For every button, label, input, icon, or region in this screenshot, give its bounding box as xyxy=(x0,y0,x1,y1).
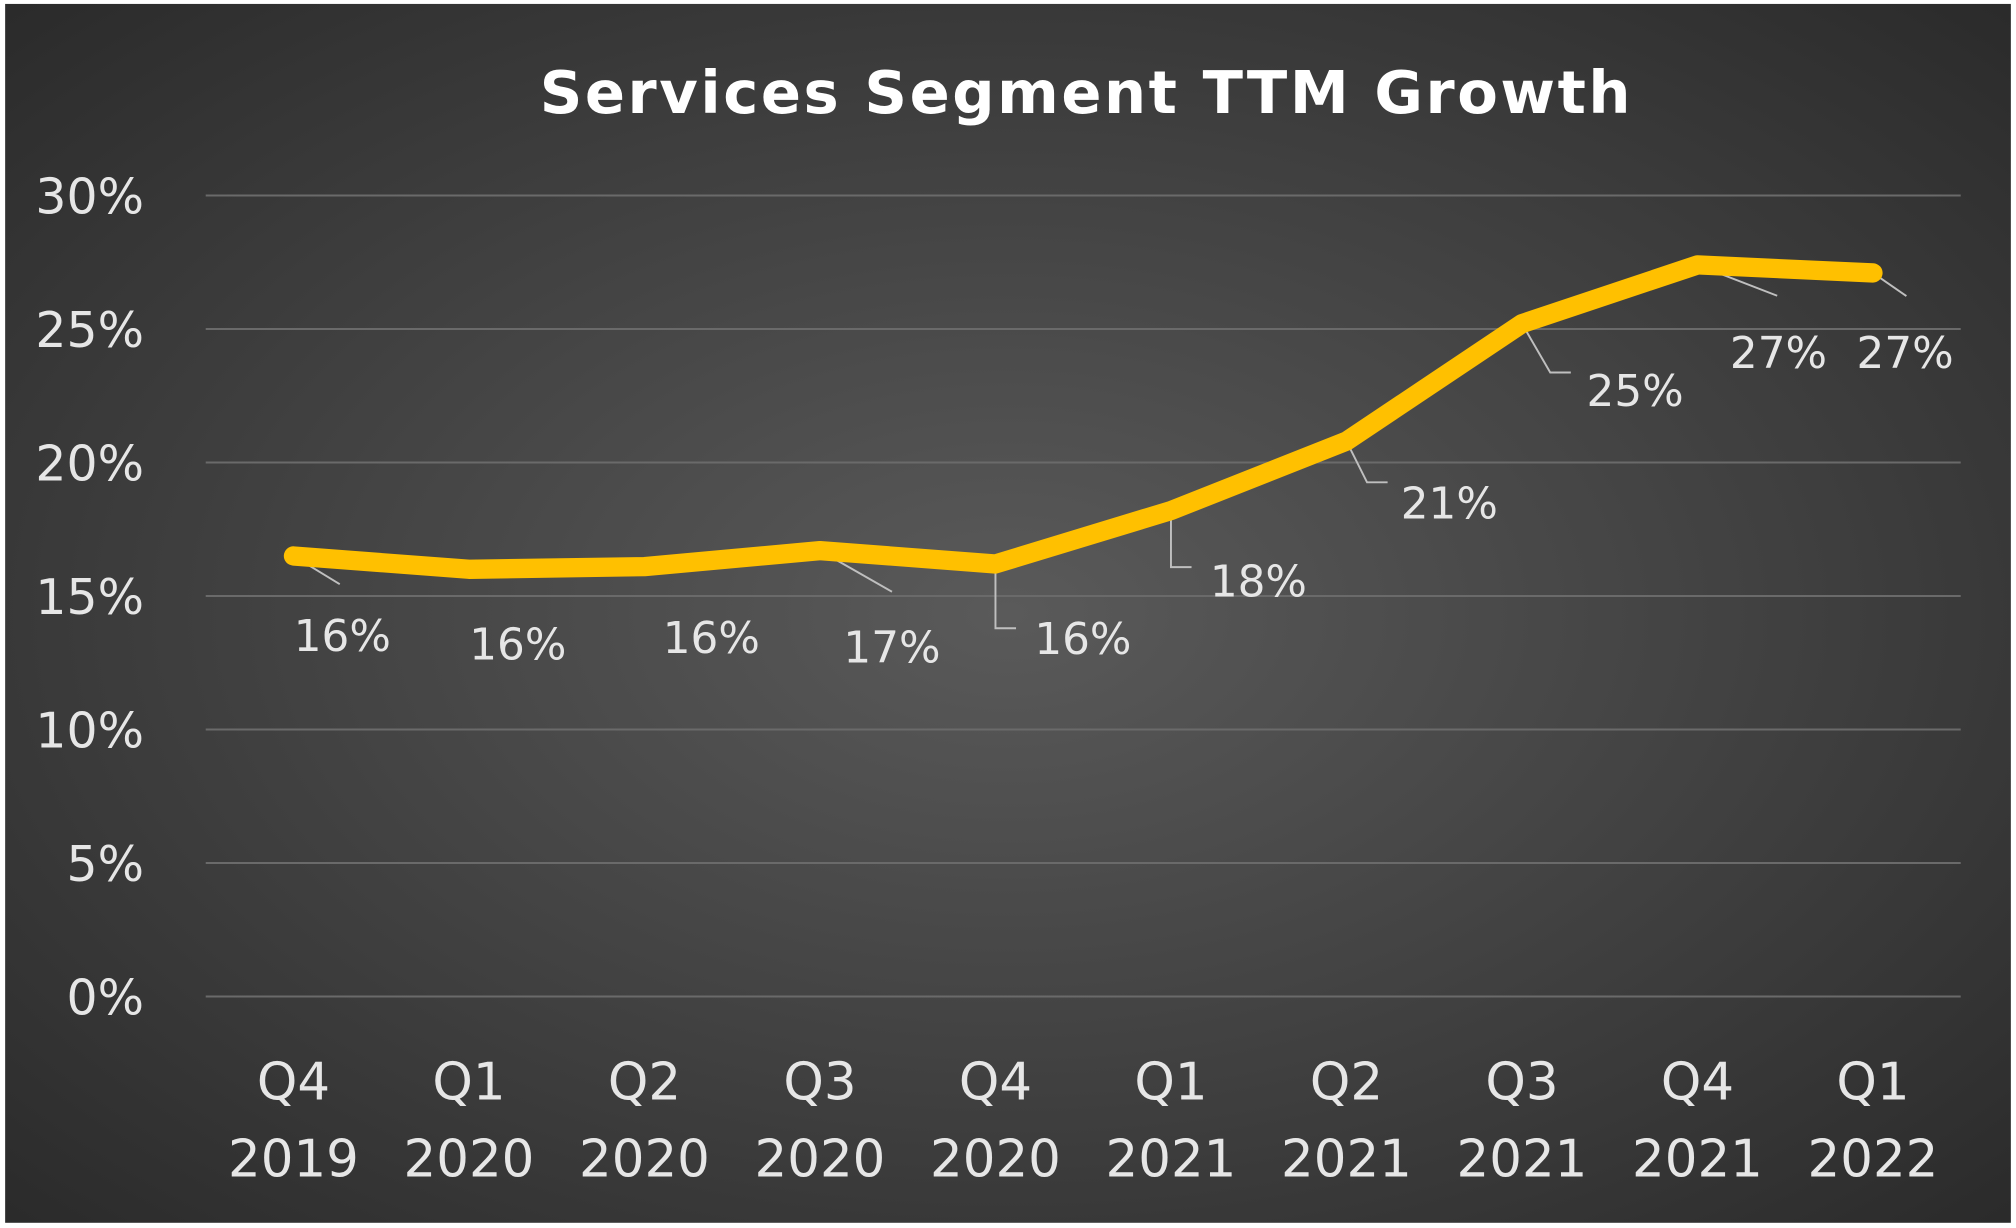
x-tick-label: Q4 xyxy=(1661,1052,1734,1112)
data-point xyxy=(994,562,997,566)
x-tick-label: Q2 xyxy=(608,1052,681,1112)
y-tick-label: 25% xyxy=(35,302,144,359)
data-point xyxy=(1696,263,1699,267)
x-tick-label: Q1 xyxy=(1836,1052,1909,1112)
y-tick-label: 30% xyxy=(35,169,144,226)
x-tick-label: Q1 xyxy=(432,1052,505,1112)
data-point xyxy=(292,554,295,558)
leader-line xyxy=(1345,440,1388,484)
series-line xyxy=(283,255,1883,579)
y-tick-label: 10% xyxy=(35,703,144,760)
x-tick-label: 2020 xyxy=(930,1130,1061,1190)
x-tick-label: 2019 xyxy=(228,1130,359,1190)
data-label: 27% xyxy=(1730,328,1827,379)
x-tick-label: 2020 xyxy=(404,1130,535,1190)
chart-background xyxy=(5,3,2011,1223)
data-point xyxy=(1520,322,1524,325)
data-point xyxy=(643,565,646,568)
data-point xyxy=(467,568,471,571)
data-point xyxy=(1871,271,1875,275)
x-tick-label: 2022 xyxy=(1808,1130,1939,1190)
data-label: 17% xyxy=(843,622,940,673)
x-tick-label: Q4 xyxy=(257,1052,330,1112)
x-tick-label: Q3 xyxy=(1485,1052,1558,1112)
x-tick-label: 2021 xyxy=(1106,1130,1237,1190)
x-tick-label: Q1 xyxy=(1134,1052,1207,1112)
data-point xyxy=(818,549,822,552)
leader-line xyxy=(1521,323,1571,374)
x-tick-label: Q4 xyxy=(959,1052,1032,1112)
x-tick-label: 2020 xyxy=(755,1130,886,1190)
data-label: 16% xyxy=(294,611,391,662)
data-point xyxy=(1345,439,1348,443)
x-tick-label: Q3 xyxy=(783,1052,856,1112)
data-label: 16% xyxy=(663,613,760,664)
data-label: 16% xyxy=(469,619,566,670)
leader-line xyxy=(994,563,1017,630)
x-tick-label: 2020 xyxy=(579,1130,710,1190)
data-point xyxy=(1169,509,1173,512)
x-tick-label: Q2 xyxy=(1310,1052,1383,1112)
leader-line xyxy=(1170,510,1192,569)
data-label: 25% xyxy=(1587,366,1684,417)
data-label: 21% xyxy=(1401,478,1498,529)
data-label: 18% xyxy=(1210,557,1307,608)
x-tick-label: 2021 xyxy=(1632,1130,1763,1190)
y-tick-label: 15% xyxy=(35,569,144,626)
y-tick-label: 5% xyxy=(67,836,145,893)
y-tick-label: 0% xyxy=(67,970,145,1027)
x-tick-label: 2021 xyxy=(1281,1130,1412,1190)
data-label: 16% xyxy=(1034,614,1131,665)
x-tick-label: 2021 xyxy=(1457,1130,1588,1190)
y-tick-label: 20% xyxy=(35,436,144,493)
data-label: 27% xyxy=(1857,328,1954,379)
chart-title: Services Segment TTM Growth xyxy=(540,58,1633,127)
